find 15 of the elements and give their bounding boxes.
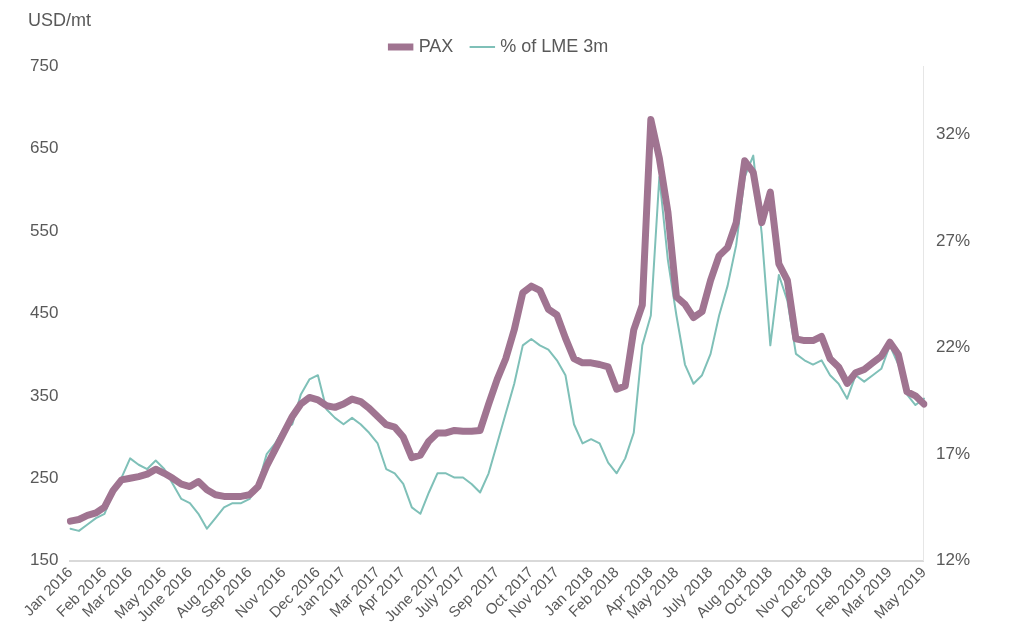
legend-label: PAX (418, 35, 454, 56)
y2-tick-label: 27% (935, 230, 971, 250)
y2-tick-label: 12% (935, 550, 971, 570)
y-tick-label: 750 (29, 55, 59, 75)
y-tick-label: 650 (29, 138, 59, 158)
y-axis-title: USD/mt (28, 9, 91, 30)
y-tick-label: 550 (29, 220, 59, 240)
y-tick-label: 350 (29, 385, 59, 405)
legend-label: % of LME 3m (500, 35, 609, 56)
y-tick-label: 250 (29, 467, 59, 487)
y2-tick-label: 22% (935, 337, 971, 357)
y-tick-label: 450 (29, 303, 59, 323)
y-tick-label: 150 (29, 550, 59, 570)
y2-tick-label: 17% (935, 443, 971, 463)
y2-tick-label: 32% (935, 123, 971, 143)
